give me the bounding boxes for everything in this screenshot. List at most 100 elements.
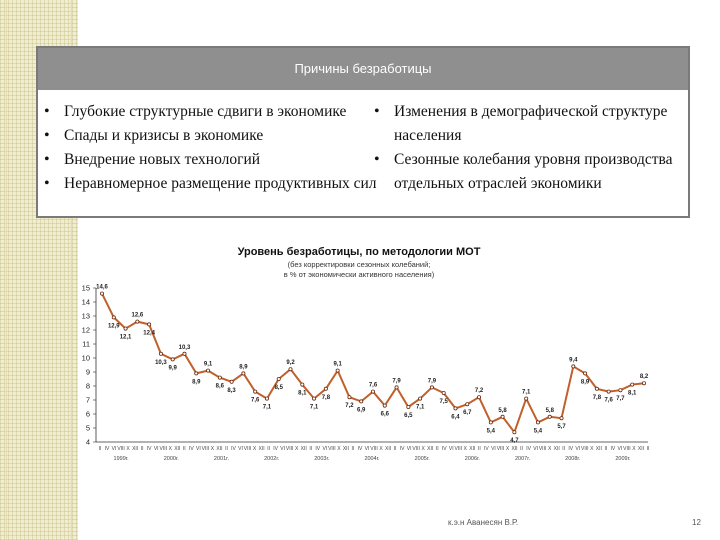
x-tick-label: II bbox=[604, 446, 607, 452]
x-tick-label: X bbox=[422, 446, 426, 452]
x-tick-label: VI bbox=[322, 446, 327, 452]
data-point bbox=[123, 326, 128, 331]
data-point bbox=[264, 396, 269, 401]
x-tick-label: XII bbox=[174, 446, 180, 452]
data-label: 5,8 bbox=[498, 408, 507, 414]
data-label: 12,1 bbox=[120, 335, 132, 341]
x-tick-label: II bbox=[394, 446, 397, 452]
data-label: 8,6 bbox=[216, 384, 225, 390]
x-tick-label: II bbox=[647, 446, 650, 452]
data-label: 8,1 bbox=[628, 391, 637, 397]
series-line bbox=[101, 293, 645, 435]
year-label: 1999г. bbox=[114, 456, 130, 462]
data-label: 9,4 bbox=[569, 357, 578, 363]
data-point bbox=[147, 322, 152, 327]
list-item: Внедрение новых технологий bbox=[44, 148, 384, 172]
x-tick-label: IV bbox=[315, 446, 320, 452]
x-tick-label: VI bbox=[575, 446, 580, 452]
data-label: 14,6 bbox=[96, 285, 108, 291]
data-point bbox=[535, 420, 540, 425]
x-tick-label: XII bbox=[554, 446, 560, 452]
x-tick-label: XII bbox=[259, 446, 265, 452]
x-tick-label: IV bbox=[568, 446, 573, 452]
data-label: 8,1 bbox=[298, 391, 307, 397]
x-tick-label: XII bbox=[301, 446, 307, 452]
x-tick-label: X bbox=[211, 446, 215, 452]
data-label: 9,9 bbox=[169, 365, 178, 371]
year-label: 2009г. bbox=[615, 456, 631, 462]
x-tick-label: X bbox=[337, 446, 341, 452]
data-point bbox=[630, 382, 635, 387]
data-label: 12,6 bbox=[132, 313, 144, 319]
panel-title: Причины безработицы bbox=[38, 48, 688, 90]
data-point bbox=[300, 382, 305, 387]
data-label: 10,3 bbox=[155, 360, 167, 366]
x-tick-label: II bbox=[436, 446, 439, 452]
data-label: 8,9 bbox=[239, 364, 248, 370]
x-tick-label: IV bbox=[484, 446, 489, 452]
data-label: 7,5 bbox=[440, 399, 449, 405]
list-item: Глубокие структурные сдвиги в экономике bbox=[44, 100, 384, 124]
x-tick-label: VIII bbox=[455, 446, 463, 452]
year-label: 2000г. bbox=[164, 456, 180, 462]
data-point bbox=[524, 396, 529, 401]
x-tick-label: VI bbox=[196, 446, 201, 452]
data-label: 6,4 bbox=[451, 414, 460, 420]
x-tick-label: IV bbox=[611, 446, 616, 452]
x-tick-label: X bbox=[590, 446, 594, 452]
list-item: Спады и кризисы в экономике bbox=[44, 124, 384, 148]
x-tick-label: VI bbox=[365, 446, 370, 452]
x-tick-label: II bbox=[141, 446, 144, 452]
data-point bbox=[453, 406, 458, 411]
data-label: 7,1 bbox=[416, 405, 425, 411]
causes-list-right: Изменения в демографической структуре на… bbox=[374, 100, 690, 196]
data-label: 7,7 bbox=[616, 396, 625, 402]
data-point bbox=[642, 381, 647, 386]
data-point bbox=[158, 351, 163, 356]
y-tick-label: 4 bbox=[86, 438, 90, 447]
x-tick-label: VI bbox=[491, 446, 496, 452]
data-label: 9,1 bbox=[204, 362, 213, 368]
data-label: 5,7 bbox=[557, 424, 566, 430]
data-point bbox=[465, 402, 470, 407]
data-point bbox=[253, 389, 258, 394]
x-tick-label: VIII bbox=[370, 446, 378, 452]
data-label: 7,6 bbox=[604, 398, 613, 404]
data-label: 7,2 bbox=[475, 388, 484, 394]
decorative-strip-border bbox=[6, 0, 72, 540]
data-point bbox=[135, 319, 140, 324]
x-tick-label: II bbox=[225, 446, 228, 452]
x-tick-label: X bbox=[295, 446, 299, 452]
year-label: 2003г. bbox=[314, 456, 330, 462]
x-tick-label: XII bbox=[132, 446, 138, 452]
data-point bbox=[547, 414, 552, 419]
x-tick-label: VIII bbox=[581, 446, 589, 452]
y-tick-label: 8 bbox=[86, 382, 90, 391]
x-tick-label: VI bbox=[407, 446, 412, 452]
data-label: 7,6 bbox=[369, 383, 378, 389]
data-point bbox=[229, 379, 234, 384]
x-tick-label: VI bbox=[280, 446, 285, 452]
data-label: 7,1 bbox=[522, 390, 531, 396]
x-tick-label: IV bbox=[273, 446, 278, 452]
chart-subtitle-2: в % от экономически активного населения) bbox=[283, 270, 435, 279]
x-tick-label: XII bbox=[427, 446, 433, 452]
data-point bbox=[406, 404, 411, 409]
x-tick-label: IV bbox=[105, 446, 110, 452]
data-label: 9,2 bbox=[286, 360, 295, 366]
data-label: 7,8 bbox=[322, 395, 331, 401]
data-point bbox=[217, 375, 222, 380]
data-label: 12,9 bbox=[108, 323, 120, 329]
x-tick-label: VIII bbox=[539, 446, 547, 452]
x-tick-label: VIII bbox=[328, 446, 336, 452]
data-label: 7,8 bbox=[593, 395, 602, 401]
x-tick-label: VI bbox=[238, 446, 243, 452]
x-tick-label: IV bbox=[400, 446, 405, 452]
x-tick-label: X bbox=[253, 446, 257, 452]
data-point bbox=[583, 371, 588, 376]
y-tick-label: 15 bbox=[82, 284, 90, 293]
x-tick-label: II bbox=[562, 446, 565, 452]
x-tick-label: VIII bbox=[244, 446, 252, 452]
data-point bbox=[359, 399, 364, 404]
